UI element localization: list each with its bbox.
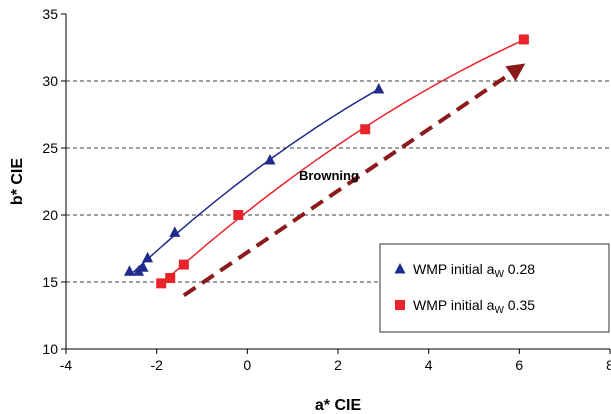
browning-arrow [182,63,526,298]
y-tick-label: 25 [42,140,58,156]
browning-arrow-line [182,63,526,298]
x-axis-title: a* CIE [315,397,362,414]
legend-label: WMP initial aW 0.35 [413,297,535,316]
y-tick-label: 30 [42,73,58,89]
data-point-triangle [373,83,385,94]
data-point-triangle [142,251,154,263]
data-point-square [395,300,405,310]
x-tick-label: 8 [606,357,611,373]
annotation-browning: Browning [299,168,359,183]
data-point-triangle [137,261,149,272]
data-point-square [165,272,176,283]
data-point-square [178,259,189,270]
x-tick-label: -4 [60,357,73,373]
x-tick-label: -2 [150,357,163,373]
trend-lines [128,39,525,285]
trend-line [160,39,525,285]
y-axis-title: b* CIE [9,158,26,205]
data-point-triangle [264,154,276,165]
x-tick-label: 2 [334,357,342,373]
axes [61,13,611,354]
labels: 10 15 20 25 30 35 -4 -2 0 2 4 6 8 a* CIE b* CIE Brownin… [9,6,611,414]
legend-label: WMP initial aW 0.28 [413,261,535,280]
data-point-square [360,124,371,135]
y-tick-label: 10 [42,341,58,357]
x-tick-label: 6 [515,357,523,373]
y-tick-label: 20 [42,207,58,223]
legend-box [379,243,610,333]
data-point-square [156,278,167,289]
data-points [123,34,529,289]
x-tick-label: 4 [425,357,433,373]
data-point-square [518,34,529,45]
data-point-triangle [123,265,135,276]
data-point-square [233,210,244,220]
x-tick-label: 0 [243,357,251,373]
trend-line [128,88,380,277]
data-point-triangle [169,226,181,237]
legend: WMP initial aW 0.28 WMP initial aW 0.35 [379,243,610,333]
y-tick-label: 15 [42,274,58,290]
y-tick-label: 35 [42,6,58,22]
data-point-triangle [394,263,406,274]
